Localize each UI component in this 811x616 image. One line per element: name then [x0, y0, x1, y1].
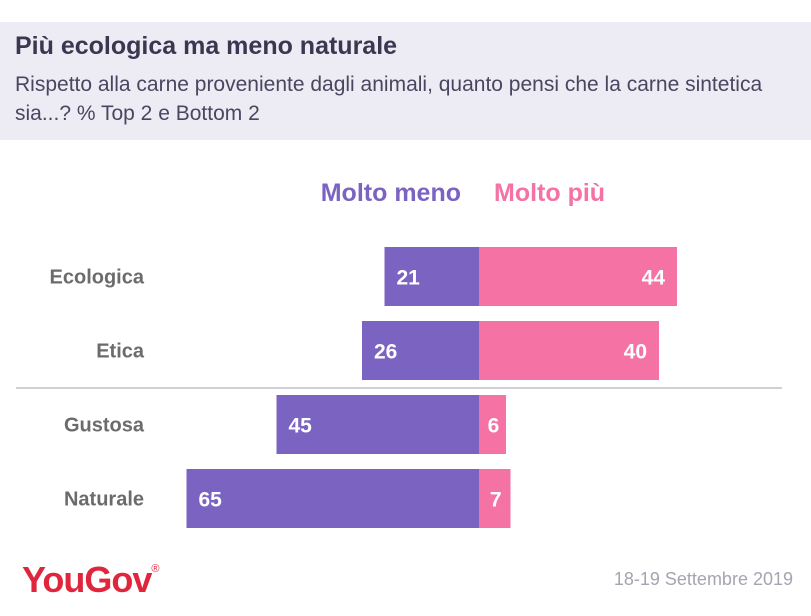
value-label-molto-piu-ecologica: 44	[642, 267, 666, 290]
header-band: Più ecologica ma meno naturale Rispetto …	[0, 22, 811, 140]
value-label-molto-piu-etica: 40	[624, 341, 647, 364]
value-label-molto-meno-naturale: 65	[199, 489, 223, 512]
value-label-molto-meno-gustosa: 45	[289, 415, 313, 438]
category-label-etica: Etica	[96, 341, 145, 363]
survey-date: 18-19 Settembre 2019	[613, 569, 793, 589]
bar-molto-piu-ecologica	[479, 247, 677, 306]
value-label-molto-meno-etica: 26	[374, 341, 397, 364]
chart-subtitle: Rispetto alla carne proveniente dagli an…	[15, 73, 763, 125]
logo-text: YouGov	[22, 559, 152, 600]
bar-molto-piu-gustosa	[479, 395, 506, 454]
value-label-molto-piu-naturale: 7	[490, 489, 502, 512]
category-label-gustosa: Gustosa	[64, 415, 145, 437]
legend-label-molto-meno: Molto meno	[321, 179, 461, 207]
registered-mark: ®	[151, 563, 159, 575]
diverging-bar-chart: Molto meno Molto più Ecologica 21 44 Etica 26 4…	[16, 179, 782, 528]
category-label-naturale: Naturale	[64, 489, 144, 511]
yougov-logo: YouGov®	[22, 559, 159, 601]
value-label-molto-piu-gustosa: 6	[488, 415, 500, 438]
value-label-molto-meno-ecologica: 21	[397, 267, 421, 290]
bar-molto-meno-ecologica	[384, 247, 479, 306]
bar-molto-meno-etica	[362, 321, 479, 380]
bar-molto-meno-naturale	[186, 469, 479, 528]
bar-molto-piu-etica	[479, 321, 659, 380]
chart-title: Più ecologica ma meno naturale	[15, 32, 398, 60]
category-label-ecologica: Ecologica	[50, 267, 145, 289]
bar-molto-meno-gustosa	[276, 395, 479, 454]
bar-molto-piu-naturale	[479, 469, 511, 528]
legend-label-molto-piu: Molto più	[494, 179, 605, 207]
